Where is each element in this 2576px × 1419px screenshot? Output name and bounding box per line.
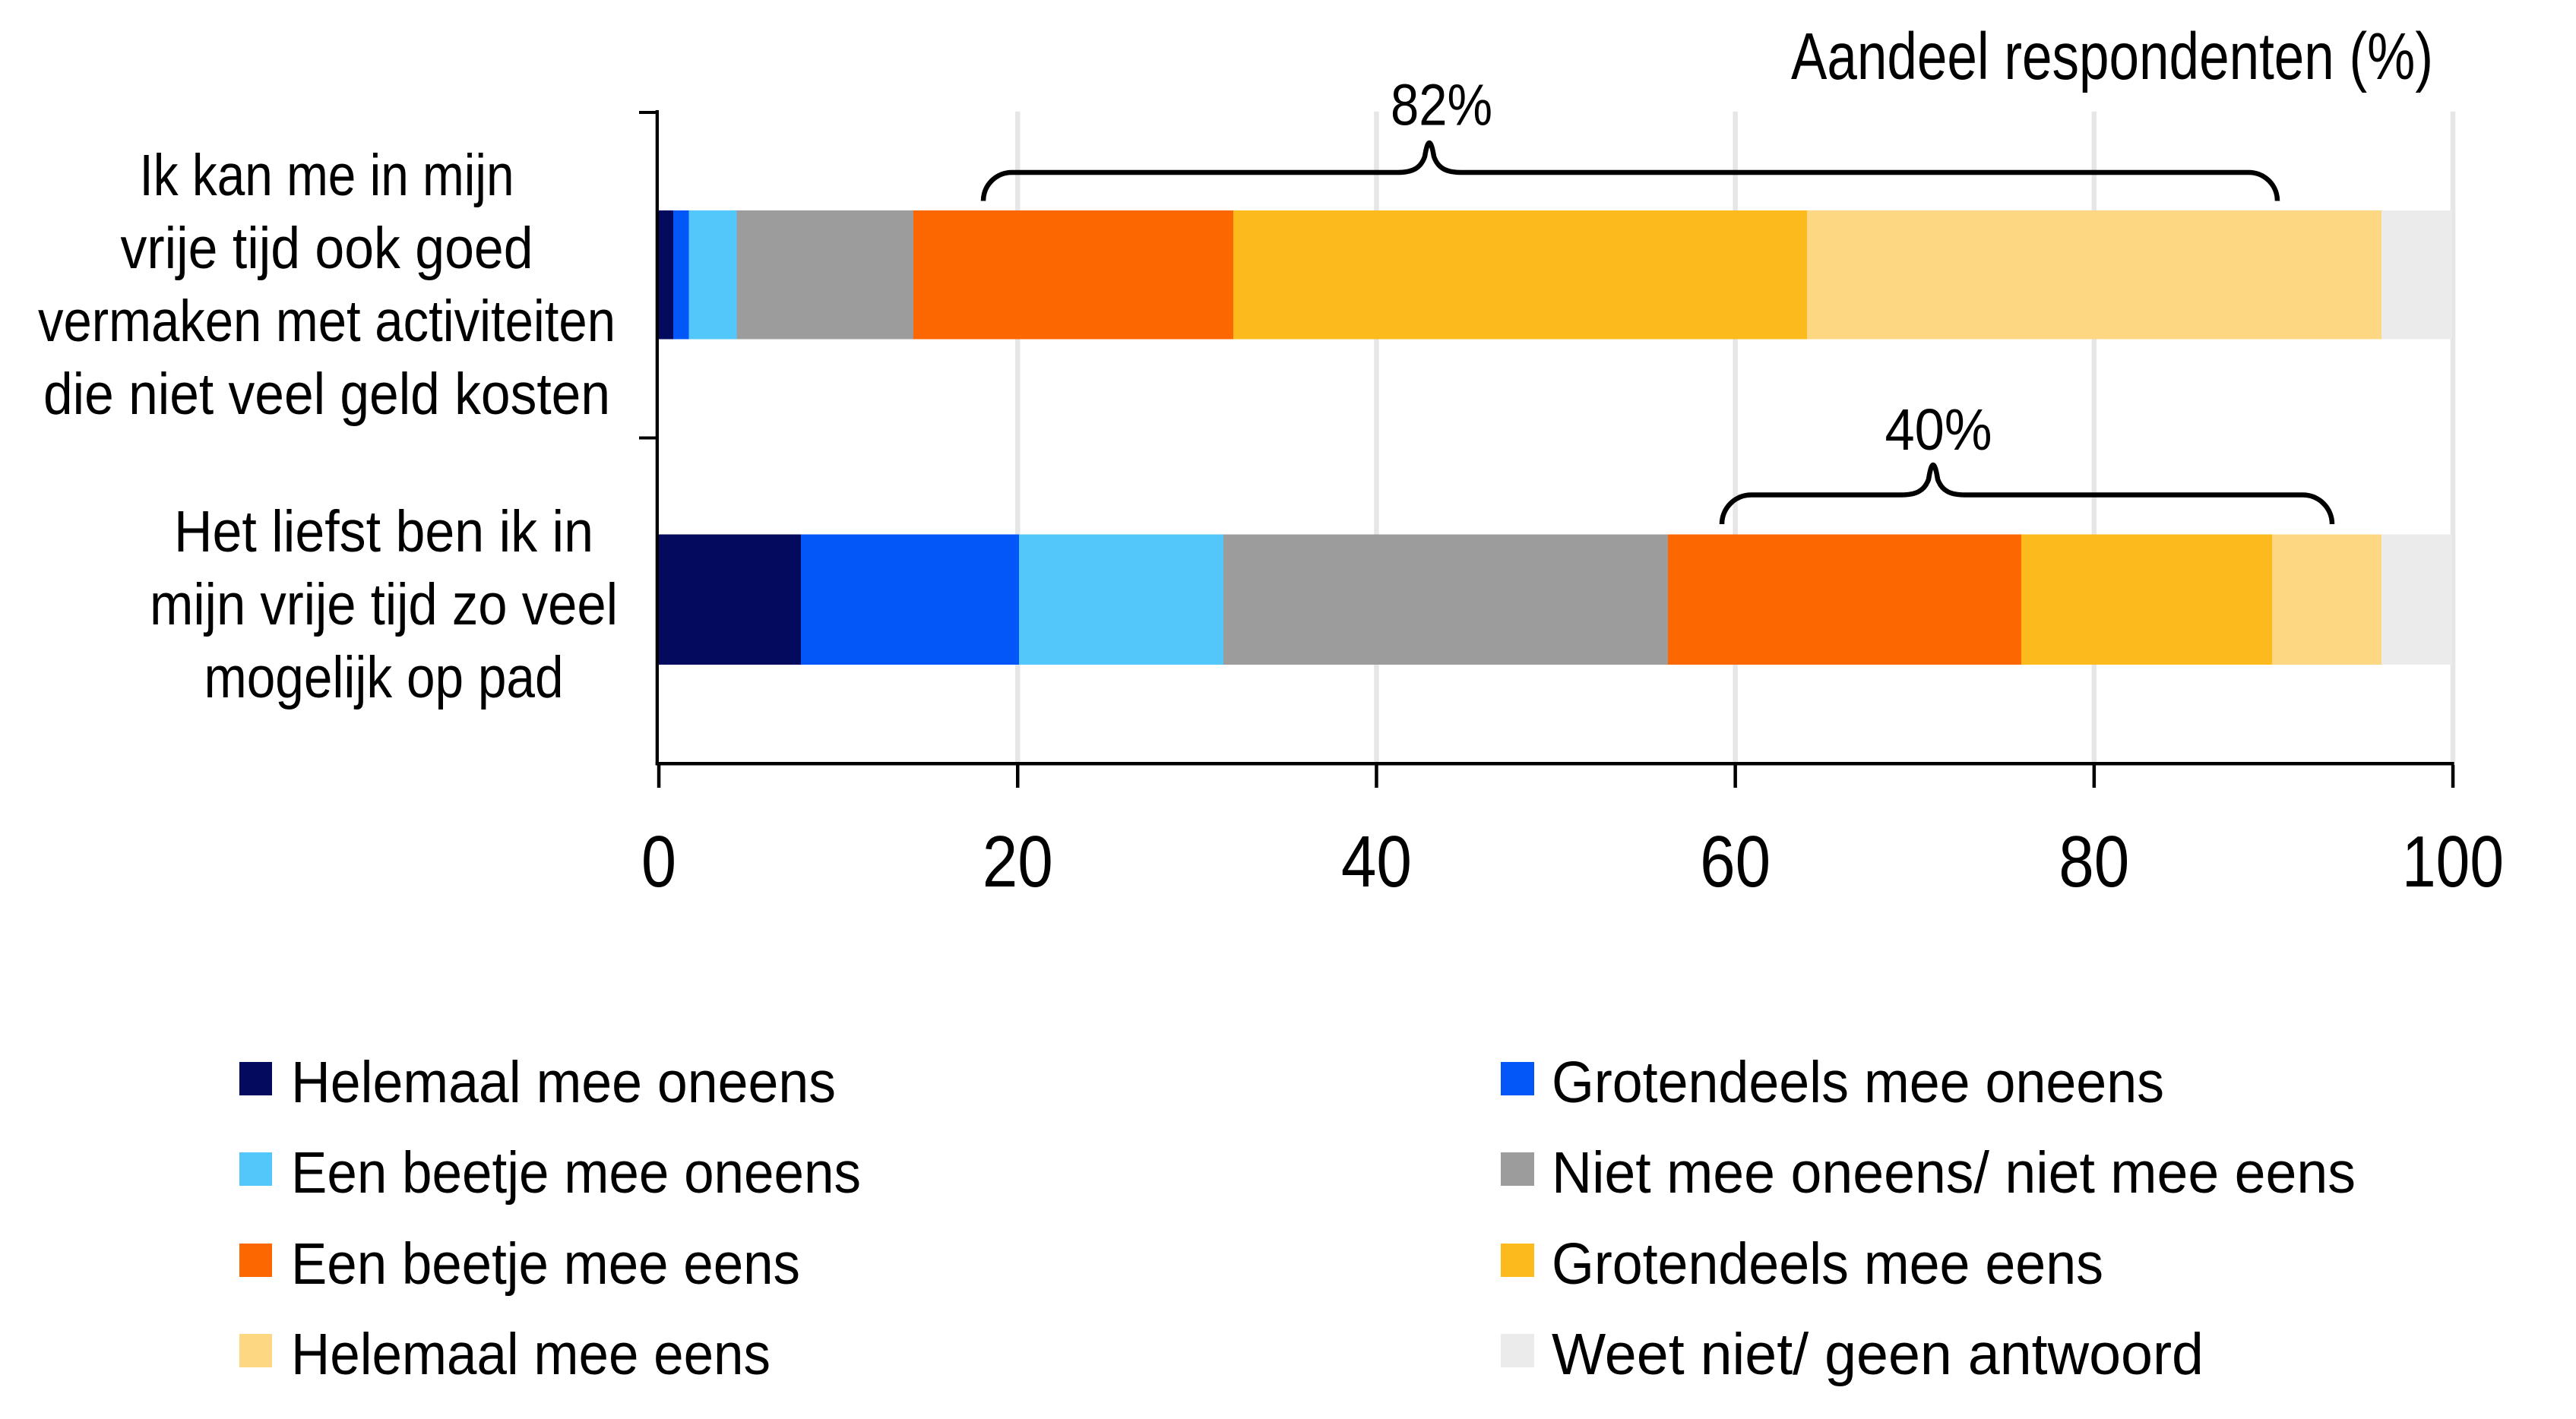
svg-text:100: 100 [2402,821,2504,902]
svg-text:Een beetje mee oneens: Een beetje mee oneens [291,1140,861,1206]
svg-text:Een beetje mee eens: Een beetje mee eens [291,1231,800,1297]
svg-text:Helemaal mee eens: Helemaal mee eens [291,1322,771,1387]
svg-text:Ik kan me in mijn: Ik kan me in mijn [140,143,514,208]
svg-text:mogelijk op pad: mogelijk op pad [204,645,564,710]
svg-text:Helemaal mee oneens: Helemaal mee oneens [291,1050,836,1115]
svg-text:vermaken met activiteiten: vermaken met activiteiten [38,289,616,354]
svg-text:20: 20 [983,821,1053,902]
svg-text:Aandeel respondenten (%): Aandeel respondenten (%) [1791,20,2433,93]
svg-text:Weet niet/ geen antwoord: Weet niet/ geen antwoord [1552,1322,2204,1387]
svg-text:Grotendeels mee oneens: Grotendeels mee oneens [1552,1050,2164,1115]
svg-text:0: 0 [641,821,676,902]
svg-text:40: 40 [1341,821,1412,902]
svg-text:Niet mee oneens/ niet mee eens: Niet mee oneens/ niet mee eens [1552,1140,2356,1206]
svg-text:Grotendeels mee eens: Grotendeels mee eens [1552,1231,2103,1297]
svg-text:die niet veel geld kosten: die niet veel geld kosten [43,362,610,427]
svg-text:60: 60 [1700,821,1771,902]
svg-text:mijn vrije tijd zo veel: mijn vrije tijd zo veel [150,572,618,637]
svg-text:82%: 82% [1391,73,1492,138]
svg-text:40%: 40% [1885,397,1992,463]
svg-text:vrije tijd ook goed: vrije tijd ook goed [121,216,533,281]
svg-text:80: 80 [2059,821,2129,902]
svg-text:Het liefst ben ik in: Het liefst ben ik in [174,499,593,564]
